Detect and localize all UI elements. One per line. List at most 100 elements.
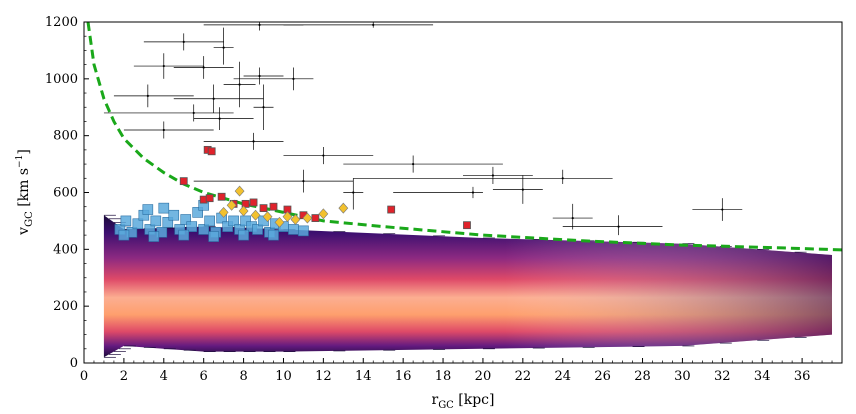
- x-tick-label: 32: [714, 369, 731, 384]
- density-band-fade: [103, 215, 832, 358]
- blue-square-point: [158, 202, 170, 214]
- x-tick-label: 12: [315, 369, 332, 384]
- blue-square-point: [148, 231, 160, 242]
- error-bar-point: [471, 191, 475, 194]
- plot-area: [86, 22, 842, 358]
- blue-square-point: [228, 215, 239, 227]
- blue-square-point: [162, 217, 174, 228]
- x-tick-label: 34: [754, 369, 771, 384]
- yellow-marker-point: [290, 214, 301, 225]
- x-tick-label: 0: [80, 369, 88, 384]
- red-square-point: [259, 204, 268, 213]
- y-tick-label: 200: [53, 299, 78, 314]
- blue-square-point: [268, 229, 279, 241]
- x-tick-label: 4: [160, 369, 168, 384]
- error-bar-point: [617, 225, 620, 228]
- error-bar-point: [412, 162, 415, 166]
- blue-square-point: [204, 215, 215, 227]
- blue-square-point: [238, 229, 249, 241]
- yellow-marker-point: [250, 209, 261, 221]
- yellow-marker-layer: [218, 185, 349, 228]
- red-square-point: [387, 205, 396, 214]
- blue-square-point: [120, 215, 132, 227]
- y-tick-label: 1000: [45, 72, 78, 87]
- error-bar-point: [192, 111, 195, 115]
- x-axis-ticks: 0 2 4 6 8 10 12 14 16 18 20 22 24 26 28 30 32 34 36: [80, 358, 833, 384]
- x-tick-label: 2: [120, 369, 128, 384]
- blue-square-point: [240, 215, 251, 227]
- error-bar-point: [162, 128, 165, 132]
- blue-square-point: [178, 229, 190, 241]
- error-bar-point: [302, 180, 305, 183]
- yellow-marker-point: [262, 211, 273, 223]
- yellow-marker-point: [234, 185, 245, 197]
- blue-square-point: [208, 231, 219, 242]
- y-axis-ticks: 0 200 400 600 800 1000 1200: [45, 15, 89, 371]
- blue-square-point: [142, 204, 154, 215]
- error-bar-point: [238, 83, 241, 86]
- error-bar-point: [182, 40, 185, 43]
- errorbar-layer: [103, 22, 743, 236]
- red-square-point: [207, 147, 216, 156]
- x-tick-label: 6: [200, 369, 208, 384]
- yellow-marker-point: [238, 205, 249, 217]
- red-square-point: [205, 194, 214, 203]
- blue-square-point: [150, 215, 162, 227]
- yellow-marker-point: [318, 208, 329, 220]
- error-bar-point: [218, 117, 221, 120]
- x-tick-label: 24: [554, 369, 571, 384]
- x-tick-label: 10: [275, 369, 292, 384]
- error-bar-point: [252, 140, 255, 143]
- error-bar-point: [721, 208, 724, 211]
- blue-square-point: [132, 218, 144, 230]
- blue-square-layer: [114, 199, 309, 242]
- error-bar-point: [258, 23, 261, 26]
- x-tick-label: 8: [239, 369, 247, 384]
- yellow-marker-point: [226, 199, 237, 211]
- error-bar-point: [162, 64, 165, 68]
- error-bar-point: [352, 191, 355, 194]
- error-bar-point: [222, 46, 225, 49]
- red-square-point: [217, 192, 226, 201]
- blue-square-point: [288, 224, 299, 235]
- x-axis-label: rGC [kpc]: [431, 392, 494, 411]
- blue-square-point: [186, 221, 198, 232]
- x-tick-label: 28: [634, 369, 651, 384]
- error-bar-point: [262, 106, 265, 109]
- blue-square-point: [198, 224, 209, 235]
- yellow-marker-point: [338, 202, 349, 214]
- error-bar-point: [202, 66, 205, 69]
- y-tick-label: 400: [53, 242, 78, 257]
- blue-square-point: [180, 214, 192, 225]
- yellow-marker-point: [274, 216, 285, 228]
- error-bar-point: [146, 94, 149, 97]
- x-tick-label: 14: [355, 369, 372, 384]
- yellow-marker-point: [218, 206, 229, 218]
- blue-square-point: [298, 225, 309, 237]
- x-tick-label: 36: [794, 369, 811, 384]
- x-tick-label: 30: [674, 369, 691, 384]
- red-square-point: [249, 198, 258, 207]
- error-bar-point: [322, 154, 325, 157]
- red-square-point: [179, 177, 188, 186]
- error-bar-point: [521, 188, 524, 191]
- blue-square-point: [252, 224, 263, 235]
- red-square-point: [269, 202, 278, 211]
- error-bar-point: [258, 74, 261, 78]
- y-tick-label: 0: [70, 356, 78, 371]
- yellow-marker-point: [282, 211, 293, 223]
- y-tick-label: 1200: [45, 15, 78, 30]
- density-layer: [103, 214, 832, 358]
- blue-square-point: [192, 207, 203, 218]
- red-square-point: [311, 214, 320, 222]
- error-bar-point: [292, 77, 295, 80]
- y-tick-label: 600: [53, 186, 78, 201]
- blue-square-point: [118, 229, 130, 241]
- error-bar-point: [491, 174, 495, 177]
- error-bar-point: [561, 177, 564, 180]
- x-tick-label: 22: [515, 369, 532, 384]
- x-tick-label: 26: [594, 369, 611, 384]
- x-tick-label: 18: [435, 369, 452, 384]
- x-tick-label: 20: [475, 369, 492, 384]
